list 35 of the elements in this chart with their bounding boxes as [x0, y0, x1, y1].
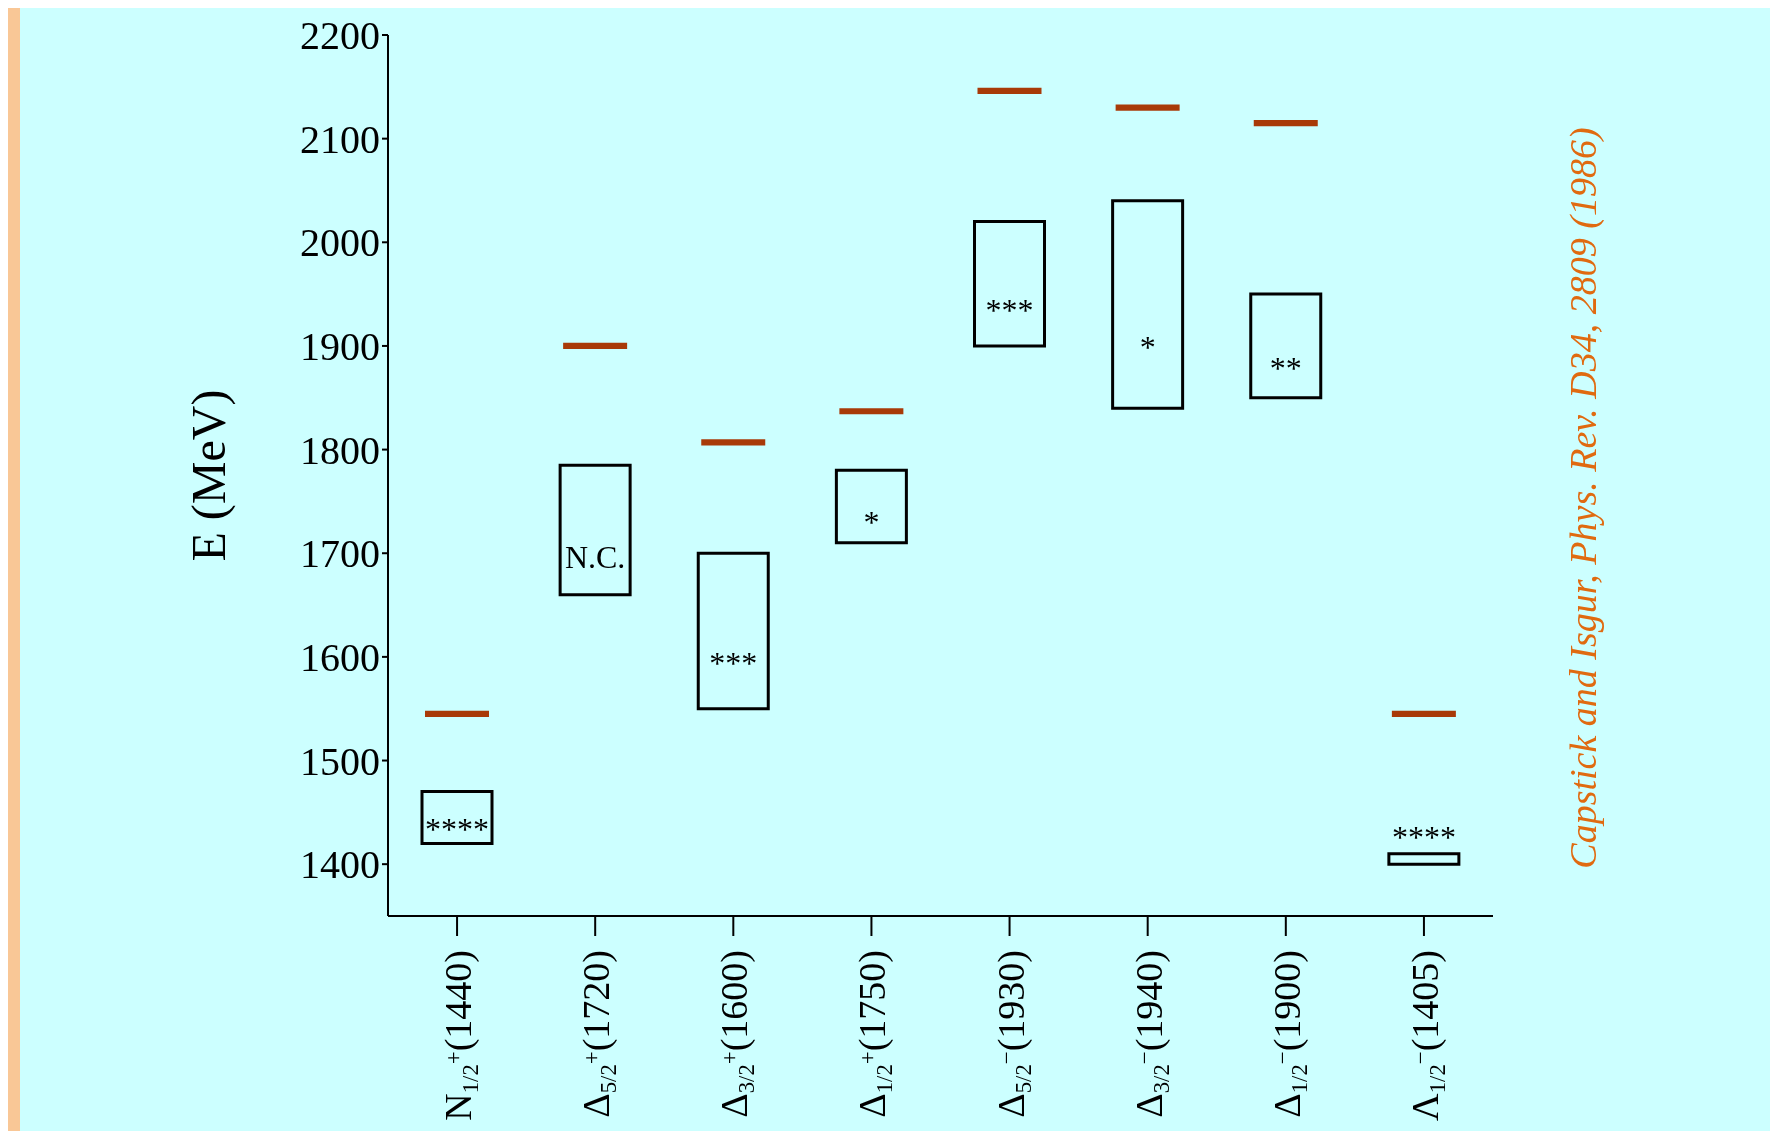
y-tick-label: 1800	[300, 427, 380, 473]
y-tick-label: 2100	[300, 116, 380, 162]
data-label: *	[863, 504, 880, 541]
y-tick-label: 2200	[300, 13, 380, 59]
data-label: *	[1139, 328, 1156, 365]
y-tick-label: 2000	[300, 220, 380, 266]
data-label: ****	[1391, 818, 1456, 855]
bar	[696, 551, 770, 711]
y-tick-label: 1900	[300, 324, 380, 370]
data-label: ***	[985, 291, 1034, 328]
data-label: **	[1269, 349, 1302, 386]
data-label: ***	[709, 645, 758, 682]
bar	[425, 710, 489, 717]
y-tick-label: 1500	[300, 738, 380, 784]
bar	[420, 790, 494, 845]
bar	[1387, 852, 1461, 866]
y-tick-label: 1700	[300, 531, 380, 577]
bar	[1253, 119, 1318, 127]
bar	[1249, 292, 1323, 400]
bar	[1111, 199, 1185, 410]
bar	[1391, 710, 1456, 717]
bar	[839, 408, 904, 415]
y-tick-label: 1600	[300, 635, 380, 681]
bar	[977, 87, 1042, 95]
data-label: ****	[425, 810, 489, 847]
bar	[558, 463, 632, 597]
bar	[834, 468, 908, 545]
data-label: N.C.	[564, 538, 626, 575]
bar	[701, 439, 766, 446]
y-axis-title: E (MeV)	[182, 389, 237, 562]
text: Capstick and Isgur, Phys. Rev. D34, 2809 (1986)	[1561, 127, 1605, 869]
bar	[973, 220, 1046, 348]
bar	[1115, 104, 1180, 111]
y-tick-label: 1400	[300, 842, 380, 888]
bar	[563, 342, 628, 350]
